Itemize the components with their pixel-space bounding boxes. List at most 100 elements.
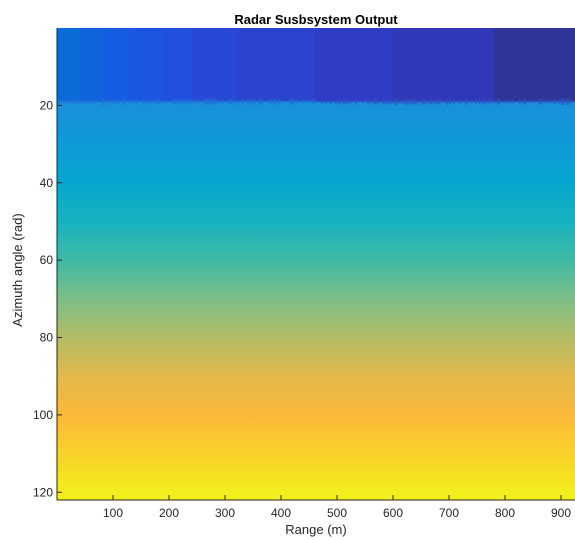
- heatmap-edge-cell: [67, 99, 69, 104]
- heatmap-edge-cell: [427, 99, 429, 104]
- heatmap-edge-cell: [447, 98, 449, 105]
- heatmap-edge-cell: [281, 100, 283, 103]
- plot-area: [57, 28, 575, 500]
- heatmap-edge-cell: [505, 99, 507, 104]
- heatmap-edge-cell: [121, 100, 123, 103]
- heatmap-edge-cell: [235, 98, 237, 105]
- heatmap-edge-cell: [397, 98, 399, 105]
- heatmap-edge-cell: [159, 99, 161, 104]
- heatmap-edge-cell: [481, 100, 483, 103]
- heatmap-edge-cell: [473, 100, 475, 103]
- heatmap-edge-cell: [557, 100, 559, 103]
- heatmap-edge-cell: [461, 100, 463, 103]
- y-axis-label: Azimuth angle (rad): [10, 213, 25, 326]
- heatmap-edge-cell: [437, 98, 439, 105]
- heatmap-edge-cell: [541, 98, 543, 105]
- heatmap-edge-cell: [61, 100, 63, 103]
- heatmap-edge-cell: [551, 100, 553, 103]
- heatmap-edge-cell: [375, 98, 377, 105]
- heatmap-edge-cell: [553, 98, 555, 105]
- heatmap-edge-cell: [559, 99, 561, 104]
- heatmap-edge-cell: [241, 99, 243, 104]
- heatmap-edge-cell: [467, 99, 469, 104]
- heatmap-edge-cell: [293, 98, 295, 105]
- heatmap-edge-cell: [175, 99, 177, 104]
- heatmap-edge-cell: [227, 99, 229, 104]
- heatmap-edge-cell: [75, 99, 77, 104]
- heatmap-edge-cell: [93, 99, 95, 104]
- heatmap-edge-cell: [373, 99, 375, 104]
- heatmap-body: [57, 101, 575, 500]
- heatmap-edge-cell: [171, 99, 173, 104]
- heatmap-edge-cell: [379, 99, 381, 104]
- x-tick-label: 700: [439, 506, 459, 520]
- heatmap-edge-cell: [527, 100, 529, 103]
- heatmap-edge-cell: [571, 99, 573, 104]
- x-axis: 100 200 300 400 500 600 700 800 900: [57, 495, 575, 520]
- heatmap-edge-cell: [233, 100, 235, 103]
- heatmap-edge-cell: [457, 100, 459, 103]
- heatmap-edge-cell: [451, 100, 453, 103]
- heatmap-edge-cell: [547, 100, 549, 103]
- heatmap-cell: [236, 28, 316, 102]
- heatmap-edge-cell: [111, 100, 113, 103]
- heatmap-cell: [79, 28, 103, 102]
- heatmap-cell: [163, 28, 192, 102]
- heatmap-edge-cell: [395, 98, 397, 105]
- heatmap-edge-cell: [333, 100, 335, 103]
- y-tick-label: 100: [33, 408, 53, 422]
- heatmap-edge-cell: [57, 99, 59, 104]
- heatmap-edge-cell: [157, 98, 159, 105]
- heatmap-edge-cell: [377, 99, 379, 104]
- heatmap-edge-cell: [381, 100, 383, 103]
- heatmap-edge-cell: [123, 98, 125, 105]
- heatmap-edge-cell: [443, 99, 445, 104]
- heatmap-edge-cell: [317, 100, 319, 103]
- heatmap-edge-cell: [287, 100, 289, 103]
- heatmap-edge-cell: [203, 98, 205, 105]
- heatmap-edge-cell: [567, 98, 569, 105]
- heatmap-edge-cell: [361, 100, 363, 103]
- heatmap-edge-cell: [133, 100, 135, 103]
- heatmap-edge-cell: [399, 99, 401, 104]
- heatmap-edge-cell: [573, 100, 575, 103]
- heatmap-edge-cell: [521, 99, 523, 104]
- heatmap-edge-cell: [493, 99, 495, 104]
- heatmap-edge-cell: [487, 99, 489, 104]
- heatmap-edge-cell: [291, 98, 293, 105]
- heatmap-edge-cell: [325, 99, 327, 104]
- heatmap-band-edge: [57, 98, 575, 105]
- heatmap-edge-cell: [491, 100, 493, 103]
- heatmap-edge-cell: [177, 98, 179, 105]
- heatmap-edge-cell: [251, 98, 253, 105]
- heatmap-edge-cell: [265, 100, 267, 103]
- heatmap-edge-cell: [549, 99, 551, 104]
- heatmap-edge-cell: [231, 98, 233, 105]
- heatmap-edge-cell: [197, 98, 199, 105]
- heatmap-edge-cell: [529, 99, 531, 104]
- heatmap-edge-cell: [273, 99, 275, 104]
- heatmap-edge-cell: [483, 98, 485, 105]
- heatmap-edge-cell: [415, 98, 417, 105]
- heatmap-edge-cell: [87, 100, 89, 103]
- heatmap-edge-cell: [569, 98, 571, 105]
- heatmap-edge-cell: [73, 99, 75, 104]
- heatmap-edge-cell: [109, 98, 111, 105]
- heatmap-edge-cell: [499, 99, 501, 104]
- heatmap-edge-cell: [337, 99, 339, 104]
- heatmap-edge-cell: [117, 98, 119, 105]
- heatmap-edge-cell: [535, 100, 537, 103]
- heatmap-edge-cell: [417, 99, 419, 104]
- y-tick-label: 120: [33, 485, 53, 499]
- heatmap-top-band: [57, 28, 575, 102]
- heatmap-edge-cell: [255, 99, 257, 104]
- heatmap-edge-cell: [219, 100, 221, 103]
- heatmap-cell: [101, 28, 131, 102]
- heatmap-edge-cell: [349, 100, 351, 103]
- heatmap-edge-cell: [297, 99, 299, 104]
- heatmap-edge-cell: [183, 99, 185, 104]
- heatmap-edge-cell: [119, 100, 121, 103]
- heatmap-edge-cell: [69, 100, 71, 103]
- heatmap-edge-cell: [425, 99, 427, 104]
- heatmap-edge-cell: [563, 98, 565, 105]
